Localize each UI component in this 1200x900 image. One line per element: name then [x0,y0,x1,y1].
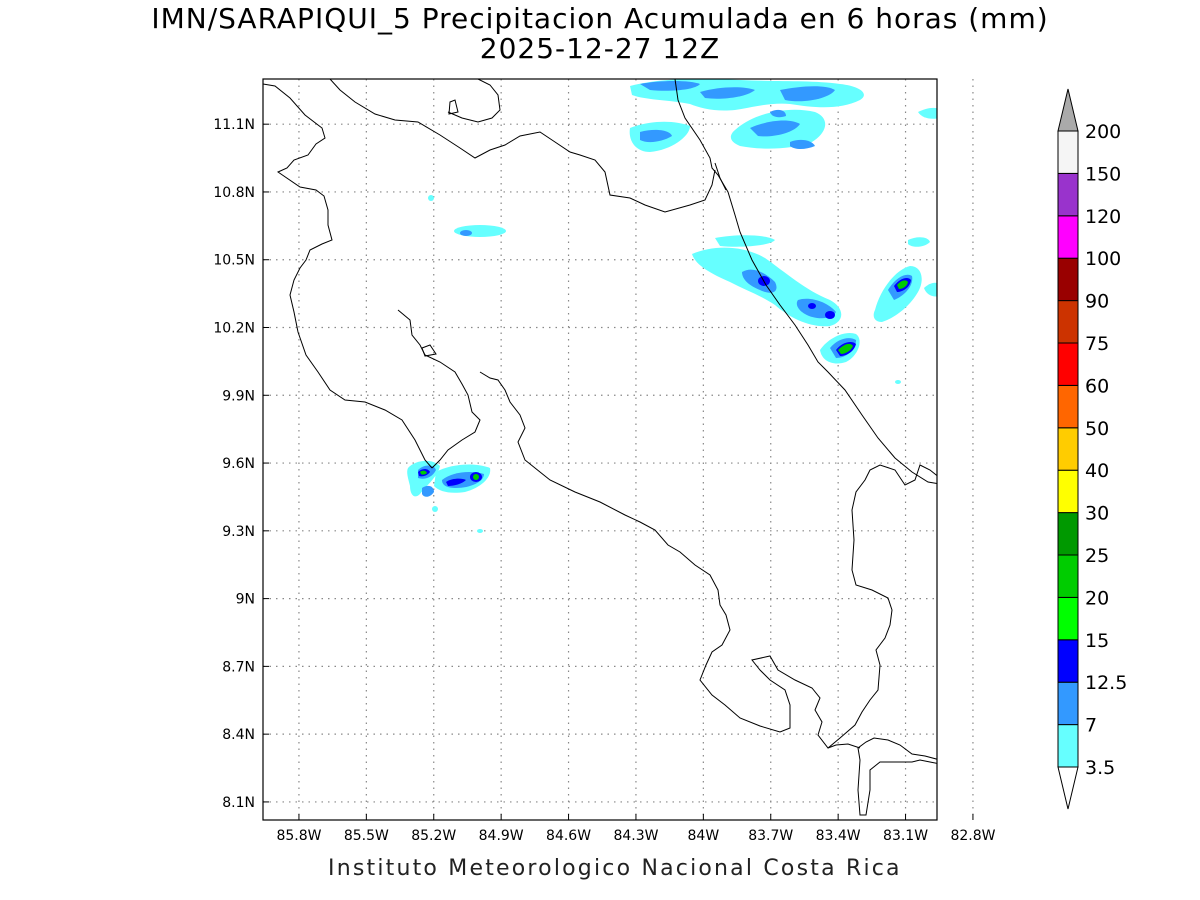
colorbar-swatch [1057,512,1079,556]
precip-caribbean-band [692,235,937,384]
colorbar-swatch [1057,724,1079,768]
lat-tick-label: 9.6N [222,456,255,472]
lon-tick-label: 83.1W [883,828,928,844]
lat-tick-label: 9N [236,592,255,608]
lat-tick-label: 9.9N [222,388,255,404]
lat-tick-label: 11.1N [213,117,255,133]
colorbar-level-label: 90 [1085,291,1109,313]
colorbar-swatch [1057,427,1079,471]
map-title: IMN/SARAPIQUI_5 Precipitacion Acumulada … [151,2,1049,35]
colorbar-level-label: 60 [1085,375,1109,397]
lon-tick-label: 84.3W [613,828,658,844]
lon-tick-label: 85.5W [344,828,389,844]
colorbar-level-label: 3.5 [1085,757,1115,779]
colorbar-level-label: 7 [1085,715,1097,737]
colorbar-swatch [1057,681,1079,726]
colorbar-level-label: 100 [1085,248,1121,270]
lat-tick-label: 10.5N [213,253,255,269]
colorbar-swatch [1057,596,1079,641]
colorbar-swatch [1057,300,1079,344]
lon-tick-label: 83.7W [748,828,793,844]
longitude-axis: 85.8W 85.5W 85.2W 84.9W 84.6W 84.3W 84W 83.7W 83… [276,814,996,844]
lon-tick-label: 85.8W [276,828,321,844]
colorbar-level-label: 15 [1085,630,1109,652]
colorbar-swatch [1057,639,1079,683]
colorbar-level-label: 200 [1085,121,1121,143]
colorbar-swatch [1057,172,1079,217]
colorbar-swatch [1057,384,1079,429]
lon-tick-label: 84.6W [546,828,591,844]
lat-tick-label: 8.1N [222,795,255,811]
colorbar-level-label: 30 [1085,503,1109,525]
colorbar-level-label: 120 [1085,206,1121,228]
map-gridlines [263,79,974,820]
map-frame [262,78,938,821]
lon-tick-label: 85.2W [411,828,456,844]
coastlines [263,79,937,816]
colorbar-level-label: 40 [1085,460,1109,482]
precip-north-cluster [629,79,937,152]
colorbar-level-label: 150 [1085,163,1121,185]
lon-tick-label: 83.4W [816,828,861,844]
colorbar-level-label: 20 [1085,587,1109,609]
precip-nicoya-cluster [407,460,491,533]
colorbar-swatch [1057,257,1079,302]
colorbar-max-arrow [1057,88,1079,132]
lat-tick-label: 8.4N [222,727,255,743]
colorbar-min-arrow [1057,766,1079,810]
lat-tick-label: 9.3N [222,524,255,540]
colorbar-swatch [1057,554,1079,598]
precipitation-colorbar-legend: 3.5 7 12.5 15 20 25 30 40 50 60 75 90 100 120 150 200 [1057,88,1127,810]
colorbar-level-label: 50 [1085,418,1109,440]
colorbar-level-label: 25 [1085,545,1109,567]
lon-tick-label: 84.9W [479,828,524,844]
colorbar-level-label: 75 [1085,333,1109,355]
colorbar-swatch [1057,342,1079,386]
map-timestamp: 2025-12-27 12Z [479,32,721,65]
colorbar-swatch [1057,130,1079,174]
lat-tick-label: 10.2N [213,321,255,337]
lon-tick-label: 82.8W [950,828,995,844]
lat-tick-label: 10.8N [213,185,255,201]
colorbar-swatch [1057,469,1079,514]
lat-tick-label: 8.7N [222,659,255,675]
precipitation-field [407,79,937,533]
lon-tick-label: 84W [688,828,720,844]
footer-credit: Instituto Meteorologico Nacional Costa R… [328,856,902,881]
latitude-axis: 11.1N 10.8N 10.5N 10.2N 9.9N 9.6N 9.3N 9N 8.7N 8.… [213,117,269,811]
colorbar-swatch [1057,215,1079,259]
colorbar-level-label: 12.5 [1085,672,1127,694]
